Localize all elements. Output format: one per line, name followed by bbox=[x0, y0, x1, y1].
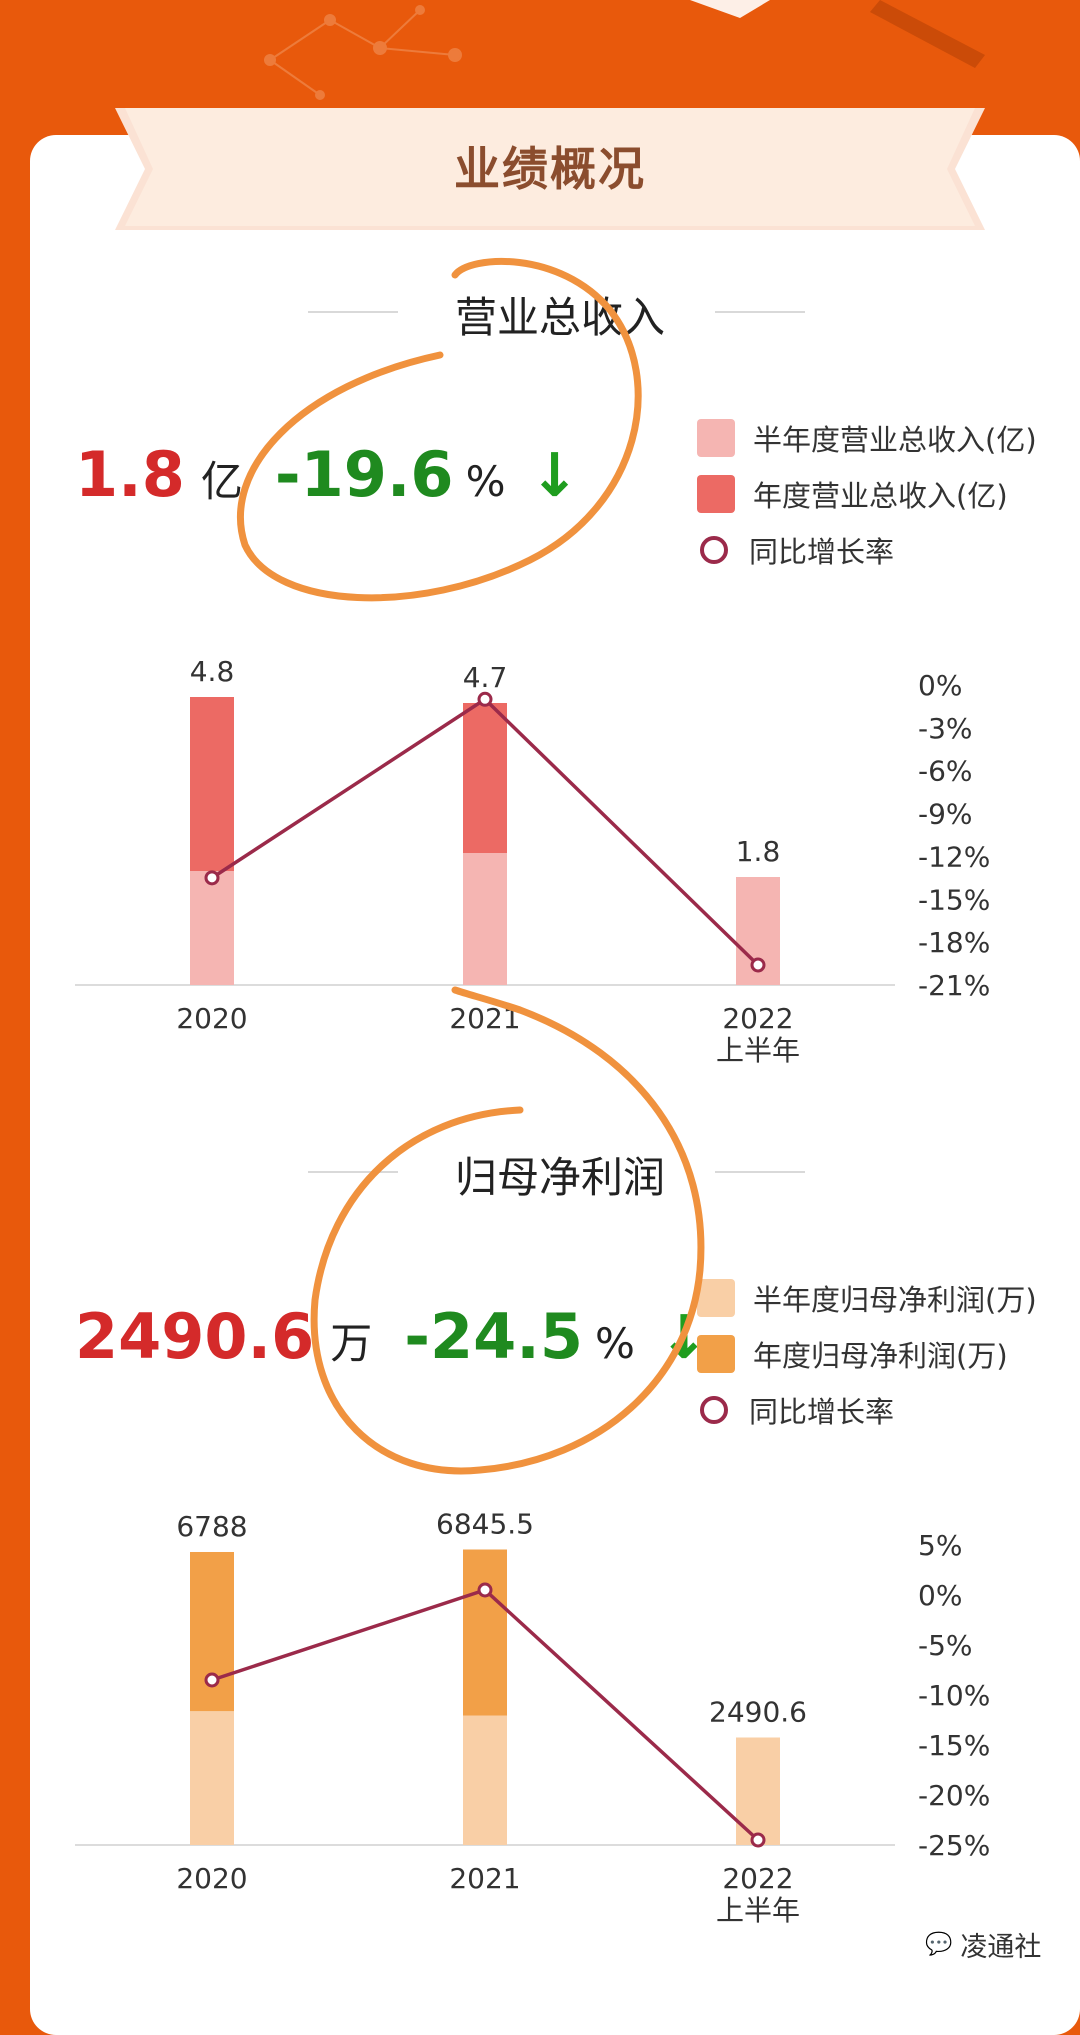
legend-item-half: 半年度营业总收入(亿) bbox=[697, 410, 1037, 466]
profit-kpi-change-unit: % bbox=[595, 1319, 635, 1368]
section-header-ribbon bbox=[115, 108, 985, 230]
bar-annual bbox=[463, 703, 507, 853]
bar-annual bbox=[463, 1549, 507, 1716]
bar-half-year bbox=[190, 1711, 234, 1845]
bar-data-label: 4.8 bbox=[190, 655, 235, 688]
y2-tick-label: 0% bbox=[918, 1579, 962, 1612]
legend-swatch-annual bbox=[697, 1335, 735, 1373]
y2-tick-label: -21% bbox=[918, 969, 990, 1002]
revenue-kpi-change-unit: % bbox=[465, 457, 506, 506]
y2-tick-label: -20% bbox=[918, 1779, 990, 1812]
legend-circle-icon bbox=[700, 1396, 728, 1424]
bar-half-year bbox=[736, 1737, 780, 1845]
revenue-kpi: 1.8 亿 -19.6% ↓ bbox=[75, 438, 580, 511]
x-tick-label: 2022 bbox=[722, 1002, 793, 1035]
growth-rate-point bbox=[750, 957, 766, 973]
legend-label: 年度归母净利润(万) bbox=[753, 1339, 1008, 1373]
legend-item-growth: 同比增长率 bbox=[697, 522, 1037, 578]
legend-circle-icon bbox=[700, 536, 728, 564]
x-tick-label: 2020 bbox=[176, 1862, 247, 1895]
profit-legend: 半年度归母净利润(万) 年度归母净利润(万) 同比增长率 bbox=[697, 1270, 1037, 1438]
profit-section-title: 归母净利润 bbox=[454, 1153, 665, 1202]
bar-data-label: 6845.5 bbox=[436, 1508, 534, 1541]
legend-item-half: 半年度归母净利润(万) bbox=[697, 1270, 1037, 1326]
legend-label: 年度营业总收入(亿) bbox=[753, 479, 1008, 513]
y2-tick-label: -9% bbox=[918, 798, 973, 831]
title-divider-right bbox=[715, 311, 805, 313]
x-tick-label: 上半年 bbox=[716, 1894, 800, 1927]
y2-tick-label: -15% bbox=[918, 883, 990, 916]
profit-kpi-value: 2490.6 bbox=[75, 1300, 315, 1373]
legend-item-annual: 年度营业总收入(亿) bbox=[697, 466, 1037, 522]
legend-label: 半年度营业总收入(亿) bbox=[753, 423, 1037, 457]
legend-item-growth: 同比增长率 bbox=[697, 1382, 1037, 1438]
x-tick-label: 2022 bbox=[722, 1862, 793, 1895]
y2-tick-label: -5% bbox=[918, 1629, 973, 1662]
x-tick-label: 2021 bbox=[449, 1862, 520, 1895]
y2-tick-label: -6% bbox=[918, 755, 973, 788]
legend-item-annual: 年度归母净利润(万) bbox=[697, 1326, 1037, 1382]
profit-kpi-change: -24.5 bbox=[404, 1300, 583, 1373]
x-tick-label: 上半年 bbox=[716, 1034, 800, 1067]
bar-half-year bbox=[463, 853, 507, 985]
bar-data-label: 4.7 bbox=[463, 661, 508, 694]
bar-half-year bbox=[190, 871, 234, 985]
legend-label: 同比增长率 bbox=[749, 1395, 895, 1429]
y2-tick-label: -12% bbox=[918, 840, 990, 873]
revenue-section-title: 营业总收入 bbox=[454, 293, 665, 342]
y2-tick-label: 0% bbox=[918, 669, 962, 702]
bar-data-label: 2490.6 bbox=[709, 1695, 807, 1728]
y2-tick-label: -3% bbox=[918, 712, 973, 745]
y2-tick-label: -10% bbox=[918, 1679, 990, 1712]
profit-kpi-unit: 万 bbox=[330, 1319, 373, 1368]
title-divider-right bbox=[715, 1171, 805, 1173]
background-network-decoration bbox=[264, 0, 985, 100]
profit-kpi: 2490.6 万 -24.5% ↓ bbox=[75, 1300, 709, 1373]
wechat-icon: 💬 bbox=[925, 1932, 953, 1957]
down-arrow-icon: ↓ bbox=[529, 441, 580, 511]
y2-tick-label: 5% bbox=[918, 1529, 962, 1562]
legend-label: 半年度归母净利润(万) bbox=[753, 1283, 1037, 1317]
section-header-title: 业绩概况 bbox=[454, 142, 646, 196]
y2-tick-label: -18% bbox=[918, 926, 990, 959]
growth-rate-point bbox=[750, 1832, 766, 1848]
revenue-kpi-change: -19.6 bbox=[274, 438, 454, 511]
y2-tick-label: -25% bbox=[918, 1829, 990, 1862]
legend-swatch-half bbox=[697, 1279, 735, 1317]
growth-rate-point bbox=[477, 691, 493, 707]
bar-data-label: 6788 bbox=[176, 1510, 247, 1543]
growth-rate-point bbox=[204, 870, 220, 886]
watermark: 💬 凌通社 bbox=[925, 1925, 1041, 1964]
legend-swatch-annual bbox=[697, 475, 735, 513]
bar-half-year bbox=[463, 1715, 507, 1845]
x-tick-label: 2020 bbox=[176, 1002, 247, 1035]
revenue-kpi-value: 1.8 bbox=[75, 438, 185, 511]
growth-rate-point bbox=[477, 1582, 493, 1598]
revenue-kpi-unit: 亿 bbox=[200, 457, 243, 506]
revenue-legend: 半年度营业总收入(亿) 年度营业总收入(亿) 同比增长率 bbox=[697, 410, 1037, 578]
y2-tick-label: -15% bbox=[918, 1729, 990, 1762]
x-tick-label: 2021 bbox=[449, 1002, 520, 1035]
growth-rate-point bbox=[204, 1672, 220, 1688]
bar-data-label: 1.8 bbox=[736, 835, 781, 868]
legend-label: 同比增长率 bbox=[749, 535, 895, 569]
watermark-text: 凌通社 bbox=[960, 1932, 1042, 1963]
legend-swatch-half bbox=[697, 419, 735, 457]
bar-annual bbox=[190, 697, 234, 871]
